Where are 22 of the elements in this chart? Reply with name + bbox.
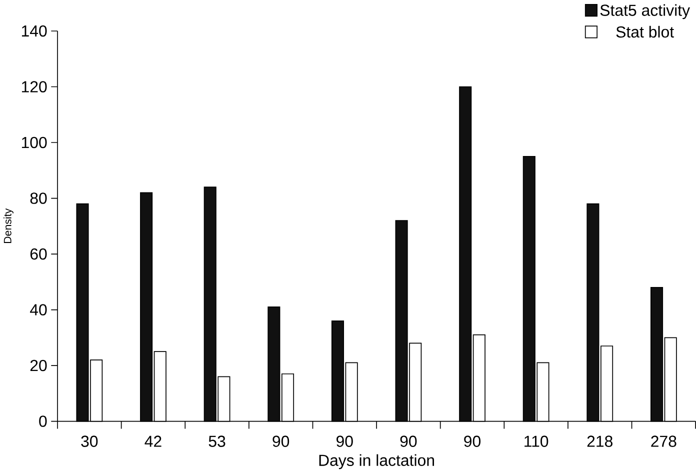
y-axis-title: Density [4, 208, 14, 244]
y-tick-label: 140 [22, 26, 47, 37]
x-tick-label: 110 [524, 436, 548, 448]
y-tick-label: 80 [30, 192, 47, 204]
y-tick-label: 0 [39, 416, 47, 428]
x-axis-title: Days in lactation [319, 454, 434, 470]
x-tick-label: 42 [144, 436, 162, 447]
y-tick-label: 40 [30, 304, 47, 316]
x-tick-label: 218 [587, 436, 612, 448]
legend-label: Stat5 activity [600, 4, 690, 20]
y-tick-label: 120 [22, 81, 47, 93]
x-tick-label: 90 [464, 436, 480, 448]
y-tick-label: 60 [30, 248, 47, 260]
legend-label: Stat blot [616, 26, 674, 38]
x-tick-label: 90 [272, 436, 290, 448]
y-tick-label: 100 [22, 137, 47, 148]
x-tick-label: 90 [400, 436, 417, 448]
x-tick-label: 53 [208, 436, 226, 448]
x-tick-label: 30 [81, 436, 98, 448]
x-tick-label: 278 [651, 436, 676, 448]
y-tick-label: 20 [30, 360, 47, 372]
x-tick-label: 90 [336, 436, 353, 448]
